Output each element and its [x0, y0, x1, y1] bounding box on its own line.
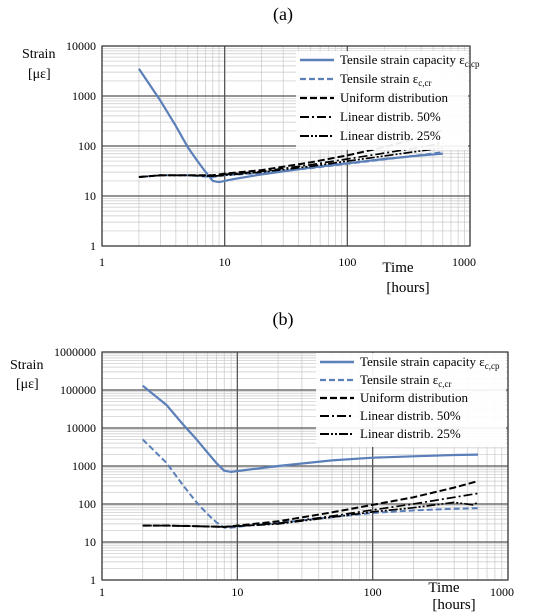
y-tick-label: 1	[90, 239, 96, 253]
x-tick-label: 1000	[452, 255, 476, 269]
legend-subscript: c,cr	[438, 379, 451, 389]
x-axis-unit: [hours]	[386, 280, 429, 296]
y-axis-unit: [με]	[16, 377, 39, 392]
plot-frame	[101, 351, 509, 581]
x-axis-label: Time	[382, 260, 413, 276]
y-tick-label: 1	[90, 573, 96, 587]
legend-entry: Linear distrib. 25%	[340, 128, 441, 143]
panel-b-label: (b)	[272, 309, 294, 329]
x-tick-label: 100	[338, 255, 356, 269]
series-line-1	[142, 384, 479, 473]
x-tick-label: 100	[364, 585, 382, 599]
legend-background	[296, 51, 468, 150]
y-tick-label: 100	[78, 497, 96, 511]
legend-entry: Uniform distribution	[360, 390, 468, 405]
y-tick-label: 100	[78, 139, 96, 153]
chart-a: 1 10 100 1000 10000 1 10 100 1000 Strain [με] Time […	[22, 39, 480, 296]
x-axis-unit: [hours]	[432, 597, 475, 613]
y-tick-label: 1000	[72, 459, 96, 473]
legend-entry: Tensile strain capacity εc,cp	[340, 52, 480, 69]
x-tick-label: 1000	[490, 585, 514, 599]
y-tick-label: 100000	[60, 383, 96, 397]
legend: Tensile strain capacity εc,cp Tensile str…	[296, 51, 480, 150]
legend-entry: Tensile strain capacity εc,cp	[360, 354, 500, 371]
chart-b: 1 10 100 1000 10000 100000 1000000 1 10 100 1000 St…	[10, 345, 514, 613]
series-line-5	[138, 146, 443, 178]
y-tick-label: 1000	[72, 89, 96, 103]
legend-entry: Linear distrib. 25%	[360, 426, 461, 441]
panel-a-label: (a)	[273, 4, 293, 24]
legend-entry: Linear distrib. 50%	[360, 408, 461, 423]
y-tick-label: 10000	[66, 39, 96, 53]
y-tick-label: 1000000	[54, 345, 96, 359]
series-line-5	[142, 501, 479, 528]
legend-subscript: c,cp	[465, 59, 480, 69]
y-tick-label: 10	[84, 189, 96, 203]
y-axis-unit: [με]	[28, 67, 51, 82]
legend-background	[316, 353, 506, 447]
legend-entry: Uniform distribution	[340, 90, 448, 105]
series-line-4	[142, 492, 479, 528]
y-tick-label: 10	[84, 535, 96, 549]
legend-subscript: c,cr	[418, 78, 431, 88]
y-tick-label: 10000	[66, 421, 96, 435]
x-tick-label: 10	[231, 585, 243, 599]
plot-frame	[101, 45, 471, 247]
x-tick-label: 1	[99, 255, 105, 269]
legend-subscript: c,cp	[485, 361, 500, 371]
legend-entry: Tensile strain εc,cr	[360, 372, 451, 389]
x-tick-label: 10	[219, 255, 231, 269]
x-tick-label: 1	[99, 585, 105, 599]
series-line-2	[141, 438, 479, 529]
y-axis-label: Strain	[10, 358, 43, 373]
legend-entry: Tensile strain εc,cr	[340, 71, 431, 88]
legend-entry: Linear distrib. 50%	[340, 109, 441, 124]
x-axis-label: Time	[428, 580, 459, 596]
y-axis-label: Strain	[22, 47, 55, 62]
